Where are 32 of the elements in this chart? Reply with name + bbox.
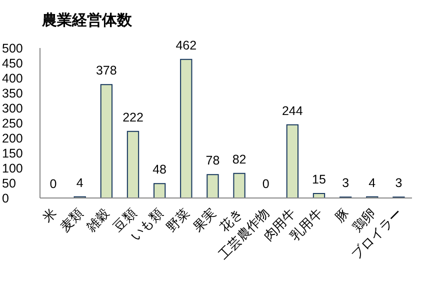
data-label: 0 <box>50 177 57 191</box>
data-label: 4 <box>368 176 376 190</box>
data-label: 48 <box>152 162 167 177</box>
data-label: 378 <box>96 64 117 78</box>
data-label: 3 <box>395 176 402 190</box>
x-tick-label: 米 <box>40 206 60 226</box>
data-label: 0 <box>262 177 270 191</box>
y-tick-label: 300 <box>2 102 23 116</box>
data-label: 15 <box>312 172 326 186</box>
x-tick-label: 豚 <box>332 206 352 226</box>
data-label: 222 <box>122 110 144 124</box>
y-tick-label: 0 <box>2 192 9 206</box>
chart-title: 農業経営体数 <box>41 12 133 29</box>
data-label: 78 <box>206 154 220 168</box>
x-tick-label: 果実 <box>190 206 219 235</box>
data-label: 3 <box>342 176 350 190</box>
y-tick-label: 400 <box>2 72 23 86</box>
y-tick-label: 200 <box>2 132 23 146</box>
x-tick-label: 麦類 <box>56 206 86 235</box>
data-label: 244 <box>282 104 303 118</box>
y-tick-label: 250 <box>2 116 23 130</box>
x-tick-label: 雑穀 <box>84 206 113 235</box>
y-tick-label: 50 <box>2 176 16 190</box>
y-tick-label: 500 <box>2 42 23 56</box>
y-tick-label: 450 <box>2 56 23 70</box>
y-tick-label: 350 <box>2 86 23 100</box>
x-tick-label: 野菜 <box>163 206 192 235</box>
y-tick-label: 100 <box>2 162 23 176</box>
data-label: 4 <box>76 176 84 190</box>
data-label: 82 <box>232 152 246 166</box>
data-label: 462 <box>176 38 197 52</box>
y-tick-label: 150 <box>2 146 23 160</box>
